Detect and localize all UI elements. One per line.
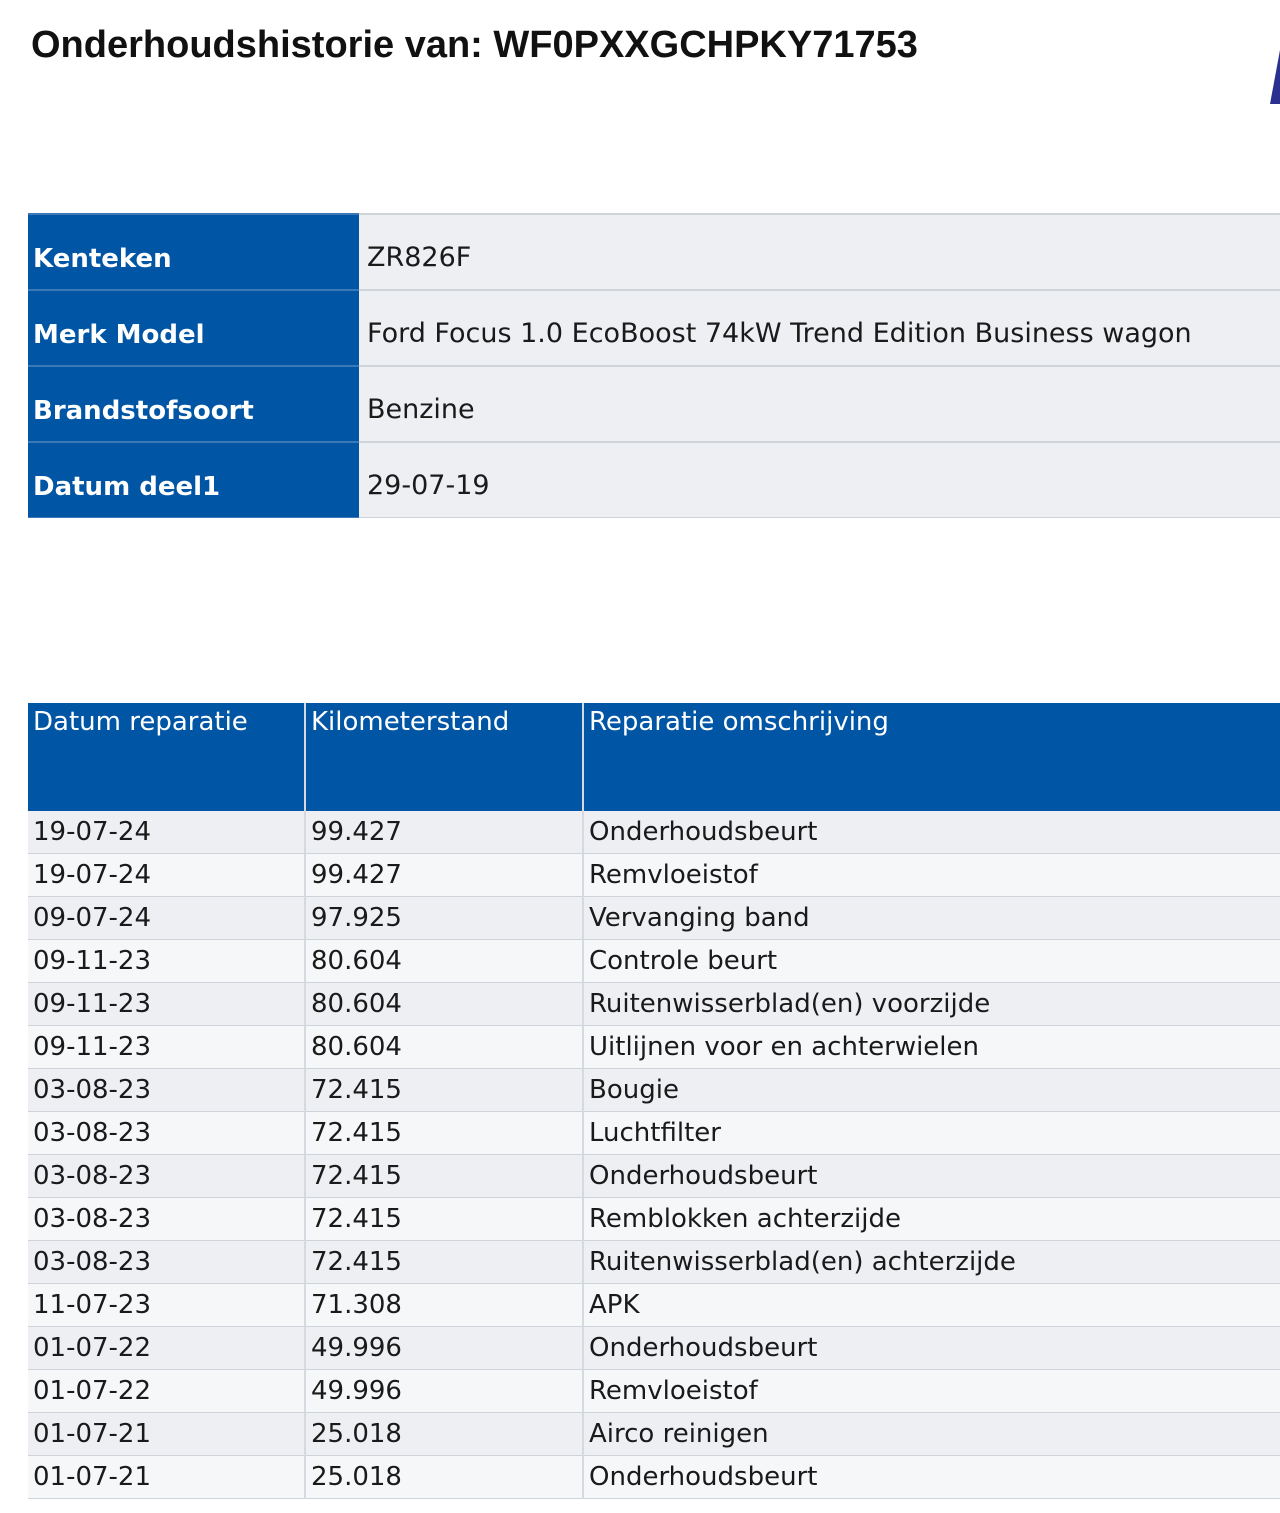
history-description-cell: Onderhoudsbeurt <box>582 1154 1280 1198</box>
history-date-cell: 01-07-21 <box>28 1455 305 1499</box>
vehicle-info-value: ZR826F <box>359 213 1280 291</box>
history-description-cell: Vervanging band <box>582 896 1280 940</box>
history-description-cell: Luchtfilter <box>582 1111 1280 1155</box>
history-mileage-cell: 72.415 <box>304 1240 583 1284</box>
table-row: 01-07-21 25.018 Airco reinigen <box>28 1412 1280 1456</box>
history-description-cell: Ruitenwisserblad(en) achterzijde <box>582 1240 1280 1284</box>
vehicle-info-label: Merk Model <box>28 289 359 367</box>
history-mileage-cell: 49.996 <box>304 1326 583 1370</box>
logo-fragment-icon <box>1270 50 1280 104</box>
table-row: 19-07-24 99.427 Remvloeistof <box>28 853 1280 897</box>
history-date-cell: 09-11-23 <box>28 939 305 983</box>
history-description-cell: Onderhoudsbeurt <box>582 811 1280 854</box>
history-mileage-cell: 72.415 <box>304 1111 583 1155</box>
vehicle-info-label: Kenteken <box>28 213 359 291</box>
history-description-cell: Ruitenwisserblad(en) voorzijde <box>582 982 1280 1026</box>
page-title: Onderhoudshistorie van: WF0PXXGCHPKY7175… <box>31 24 918 66</box>
table-row: 01-07-21 25.018 Onderhoudsbeurt <box>28 1455 1280 1499</box>
history-mileage-cell: 49.996 <box>304 1369 583 1413</box>
table-row: 19-07-24 99.427 Onderhoudsbeurt <box>28 811 1280 854</box>
table-row: 01-07-22 49.996 Onderhoudsbeurt <box>28 1326 1280 1370</box>
history-mileage-cell: 80.604 <box>304 1025 583 1069</box>
history-description-cell: Uitlijnen voor en achterwielen <box>582 1025 1280 1069</box>
history-description-cell: Remvloeistof <box>582 1369 1280 1413</box>
history-description-cell: Remvloeistof <box>582 853 1280 897</box>
history-mileage-cell: 80.604 <box>304 939 583 983</box>
history-mileage-cell: 80.604 <box>304 982 583 1026</box>
history-date-cell: 19-07-24 <box>28 811 305 854</box>
column-header-mileage: Kilometerstand <box>304 703 583 811</box>
vehicle-info-label: Datum deel1 <box>28 441 359 518</box>
column-header-date: Datum reparatie <box>28 703 305 811</box>
history-date-cell: 09-07-24 <box>28 896 305 940</box>
table-row: 11-07-23 71.308 APK <box>28 1283 1280 1327</box>
history-date-cell: 03-08-23 <box>28 1154 305 1198</box>
column-header-description: Reparatie omschrijving <box>582 703 1280 811</box>
table-row: 03-08-23 72.415 Ruitenwisserblad(en) achte… <box>28 1240 1280 1284</box>
history-mileage-cell: 99.427 <box>304 853 583 897</box>
history-mileage-cell: 71.308 <box>304 1283 583 1327</box>
history-description-cell: Onderhoudsbeurt <box>582 1326 1280 1370</box>
history-date-cell: 09-11-23 <box>28 982 305 1026</box>
table-row: 09-07-24 97.925 Vervanging band <box>28 896 1280 940</box>
history-description-cell: Controle beurt <box>582 939 1280 983</box>
history-date-cell: 01-07-21 <box>28 1412 305 1456</box>
history-mileage-cell: 72.415 <box>304 1068 583 1112</box>
history-mileage-cell: 72.415 <box>304 1197 583 1241</box>
table-row: 01-07-22 49.996 Remvloeistof <box>28 1369 1280 1413</box>
history-date-cell: 01-07-22 <box>28 1326 305 1370</box>
history-description-cell: Airco reinigen <box>582 1412 1280 1456</box>
vehicle-info-row: Merk Model Ford Focus 1.0 EcoBoost 74kW T… <box>28 289 1280 367</box>
vehicle-info-label: Brandstofsoort <box>28 365 359 443</box>
vehicle-info-value: Ford Focus 1.0 EcoBoost 74kW Trend Editi… <box>359 289 1280 367</box>
history-date-cell: 03-08-23 <box>28 1240 305 1284</box>
history-mileage-cell: 97.925 <box>304 896 583 940</box>
history-date-cell: 03-08-23 <box>28 1197 305 1241</box>
vehicle-info-row: Brandstofsoort Benzine <box>28 365 1280 443</box>
history-mileage-cell: 25.018 <box>304 1412 583 1456</box>
history-description-cell: APK <box>582 1283 1280 1327</box>
maintenance-history-table: Datum reparatie Kilometerstand Reparatie… <box>28 703 1280 1499</box>
table-row: 09-11-23 80.604 Ruitenwisserblad(en) voorz… <box>28 982 1280 1026</box>
vehicle-info-table: Kenteken ZR826F Merk Model Ford Focus 1.0 E… <box>28 213 1280 518</box>
history-mileage-cell: 25.018 <box>304 1455 583 1499</box>
history-header-row: Datum reparatie Kilometerstand Reparatie… <box>28 703 1280 811</box>
table-row: 03-08-23 72.415 Onderhoudsbeurt <box>28 1154 1280 1198</box>
history-mileage-cell: 72.415 <box>304 1154 583 1198</box>
vehicle-info-row: Kenteken ZR826F <box>28 213 1280 291</box>
table-row: 09-11-23 80.604 Uitlijnen voor en achterwi… <box>28 1025 1280 1069</box>
history-date-cell: 19-07-24 <box>28 853 305 897</box>
table-row: 09-11-23 80.604 Controle beurt <box>28 939 1280 983</box>
vehicle-info-value: Benzine <box>359 365 1280 443</box>
history-date-cell: 03-08-23 <box>28 1068 305 1112</box>
history-description-cell: Onderhoudsbeurt <box>582 1455 1280 1499</box>
vehicle-info-value: 29-07-19 <box>359 441 1280 518</box>
history-date-cell: 09-11-23 <box>28 1025 305 1069</box>
history-date-cell: 11-07-23 <box>28 1283 305 1327</box>
vehicle-info-row: Datum deel1 29-07-19 <box>28 441 1280 518</box>
table-row: 03-08-23 72.415 Remblokken achterzijde <box>28 1197 1280 1241</box>
history-date-cell: 03-08-23 <box>28 1111 305 1155</box>
history-mileage-cell: 99.427 <box>304 811 583 854</box>
table-row: 03-08-23 72.415 Bougie <box>28 1068 1280 1112</box>
history-description-cell: Bougie <box>582 1068 1280 1112</box>
history-date-cell: 01-07-22 <box>28 1369 305 1413</box>
table-row: 03-08-23 72.415 Luchtfilter <box>28 1111 1280 1155</box>
history-description-cell: Remblokken achterzijde <box>582 1197 1280 1241</box>
